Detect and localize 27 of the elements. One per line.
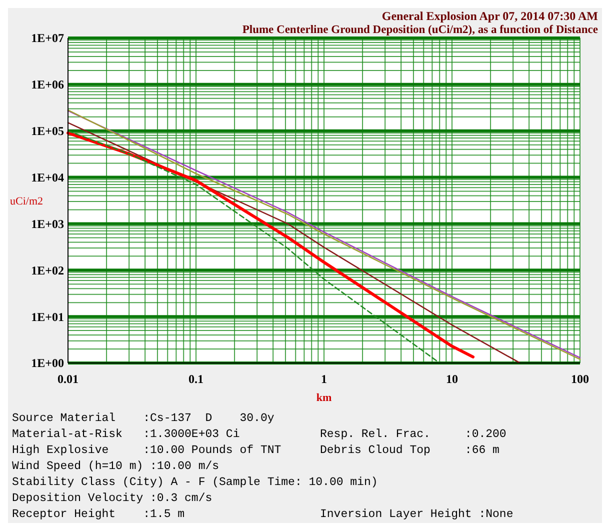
x-axis-title: km [316,392,332,404]
x-tick-label: 1 [321,372,327,386]
chart-title: General Explosion Apr 07, 2014 07:30 AM [382,9,598,23]
text: Inversion Layer Height :None [320,508,514,521]
text: Receptor Height :1.5 m [12,508,185,521]
x-tick-label: 100 [571,372,589,386]
text: Stability Class (City) A - F (Sample Time: 10.00 min) [12,476,378,489]
text: Wind Speed (h=10 m) :10.00 m/s [12,460,220,473]
text: Debris Cloud Top :66 m [320,444,500,457]
text: Resp. Rel. Frac. :0.200 [320,428,506,441]
y-tick-label: 1E+02 [31,263,64,278]
y-tick-label: 1E+06 [31,78,64,92]
x-tick-label: 0.1 [188,372,204,386]
y-tick-label: 1E+01 [31,310,64,324]
y-tick-label: 1E+00 [31,356,64,370]
chart-subtitle: Plume Centerline Ground Deposition (uCi/m2), as a function of Distance [242,24,598,36]
source-note: Source Material :Cs-137 D 30.0y [12,412,274,425]
y-tick-label: 1E+05 [31,124,64,138]
y-axis-title: uCi/m2 [10,196,44,208]
x-tick-label: 0.01 [58,372,78,386]
y-tick-label: 1E+04 [31,170,64,184]
x-tick-label: 10 [446,372,458,386]
y-tick-label: 1E+07 [31,31,64,46]
text: Material-at-Risk :1.3000E+03 Ci [12,428,240,441]
text: High Explosive :10.00 Pounds of TNT [12,444,282,457]
y-tick-label: 1E+03 [31,216,64,231]
text: Deposition Velocity :0.3 cm/s [12,492,212,505]
